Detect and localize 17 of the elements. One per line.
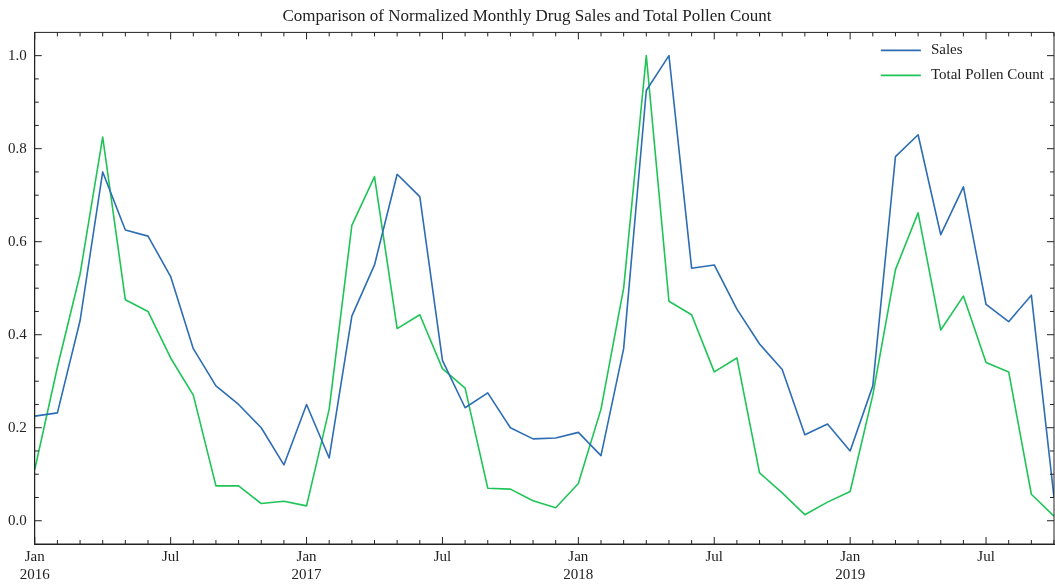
y-tick-label: 0.8 [8, 139, 27, 156]
y-tick-label: 0.2 [8, 418, 27, 435]
x-tick-label: Jul [161, 547, 180, 564]
y-tick-label: 0.0 [8, 511, 27, 528]
x-tick-label: Jul [433, 547, 452, 564]
y-tick-label: 1.0 [8, 46, 27, 63]
x-tick-label: Jan 2017 [291, 547, 323, 582]
x-tick-label: Jan 2018 [563, 547, 594, 582]
y-tick-label: 0.4 [8, 325, 28, 342]
x-tick-label: Jul [705, 547, 724, 564]
legend-label: Total Pollen Count [930, 66, 1045, 83]
x-tick-label: Jul [977, 547, 995, 564]
y-tick-label: 0.6 [8, 232, 28, 249]
chart-title: Comparison of Normalized Monthly Drug Sales and Total Pollen Count [282, 5, 772, 25]
legend-label: Sales [930, 41, 963, 58]
x-tick-label: Jan 2019 [835, 547, 866, 582]
x-tick-label: Jan 2016 [19, 547, 51, 582]
